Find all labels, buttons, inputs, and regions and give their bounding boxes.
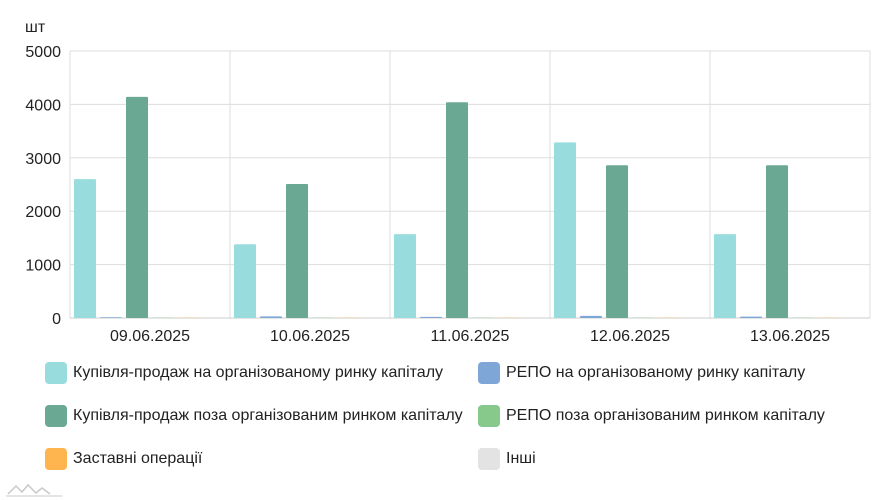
bar — [766, 165, 788, 318]
legend-swatch — [45, 362, 67, 384]
legend-swatch — [45, 448, 67, 470]
bar — [740, 316, 762, 318]
bar — [554, 142, 576, 318]
bar — [606, 165, 628, 318]
legend-item[interactable]: РЕПО на організованому ринку капіталу — [478, 362, 805, 384]
x-axis: 09.06.2025 10.06.2025 11.06.2025 12.06.2025… — [110, 328, 830, 345]
legend-item[interactable]: Купівля-продаж на організованому ринку к… — [45, 362, 443, 384]
legend-swatch — [478, 405, 500, 427]
y-tick-label: 5000 — [25, 44, 61, 61]
grid — [69, 50, 871, 319]
legend-swatch — [45, 405, 67, 427]
x-tick-label: 13.06.2025 — [750, 328, 830, 345]
bars — [74, 96, 840, 318]
legend-label: Купівля-продаж на організованому ринку к… — [73, 364, 444, 381]
legend-label: Інші — [506, 450, 536, 467]
legend-label: РЕПО на організованому ринку капіталу — [506, 364, 806, 381]
y-tick-label: 3000 — [25, 151, 61, 168]
bar — [580, 315, 602, 318]
x-tick-label: 12.06.2025 — [590, 328, 670, 345]
logo-icon — [6, 483, 62, 497]
bar — [74, 179, 96, 318]
legend-swatch — [478, 448, 500, 470]
bar — [260, 316, 282, 318]
legend-label: РЕПО поза організованим ринком капіталу — [506, 407, 825, 424]
legend-item[interactable]: Заставні операції — [45, 448, 202, 470]
bar — [100, 317, 122, 318]
bar — [286, 183, 308, 318]
x-tick-label: 10.06.2025 — [270, 328, 350, 345]
y-tick-label: 2000 — [25, 204, 61, 221]
bar — [394, 234, 416, 318]
unit-label: шт — [25, 19, 46, 36]
y-axis: 0 1000 2000 3000 4000 5000 — [25, 44, 61, 328]
legend-label: Купівля-продаж поза організованим ринком… — [73, 407, 463, 424]
bar — [126, 96, 148, 318]
bar — [234, 244, 256, 318]
y-tick-label: 1000 — [25, 258, 61, 275]
legend-item[interactable]: РЕПО поза організованим ринком капіталу — [478, 405, 825, 427]
bar — [420, 316, 442, 318]
y-tick-label: 0 — [52, 311, 61, 328]
x-tick-label: 11.06.2025 — [431, 328, 510, 345]
bar — [446, 102, 468, 318]
legend-item[interactable]: Купівля-продаж поза організованим ринком… — [45, 405, 463, 427]
legend-item[interactable]: Інші — [478, 448, 536, 470]
legend-label: Заставні операції — [73, 450, 203, 467]
x-tick-label: 09.06.2025 — [110, 328, 190, 345]
y-tick-label: 4000 — [25, 97, 61, 114]
legend-swatch — [478, 362, 500, 384]
bar — [714, 234, 736, 318]
bar-chart: шт 0 1000 2000 3000 4000 5000 09.06.2025 10.06… — [25, 19, 871, 345]
